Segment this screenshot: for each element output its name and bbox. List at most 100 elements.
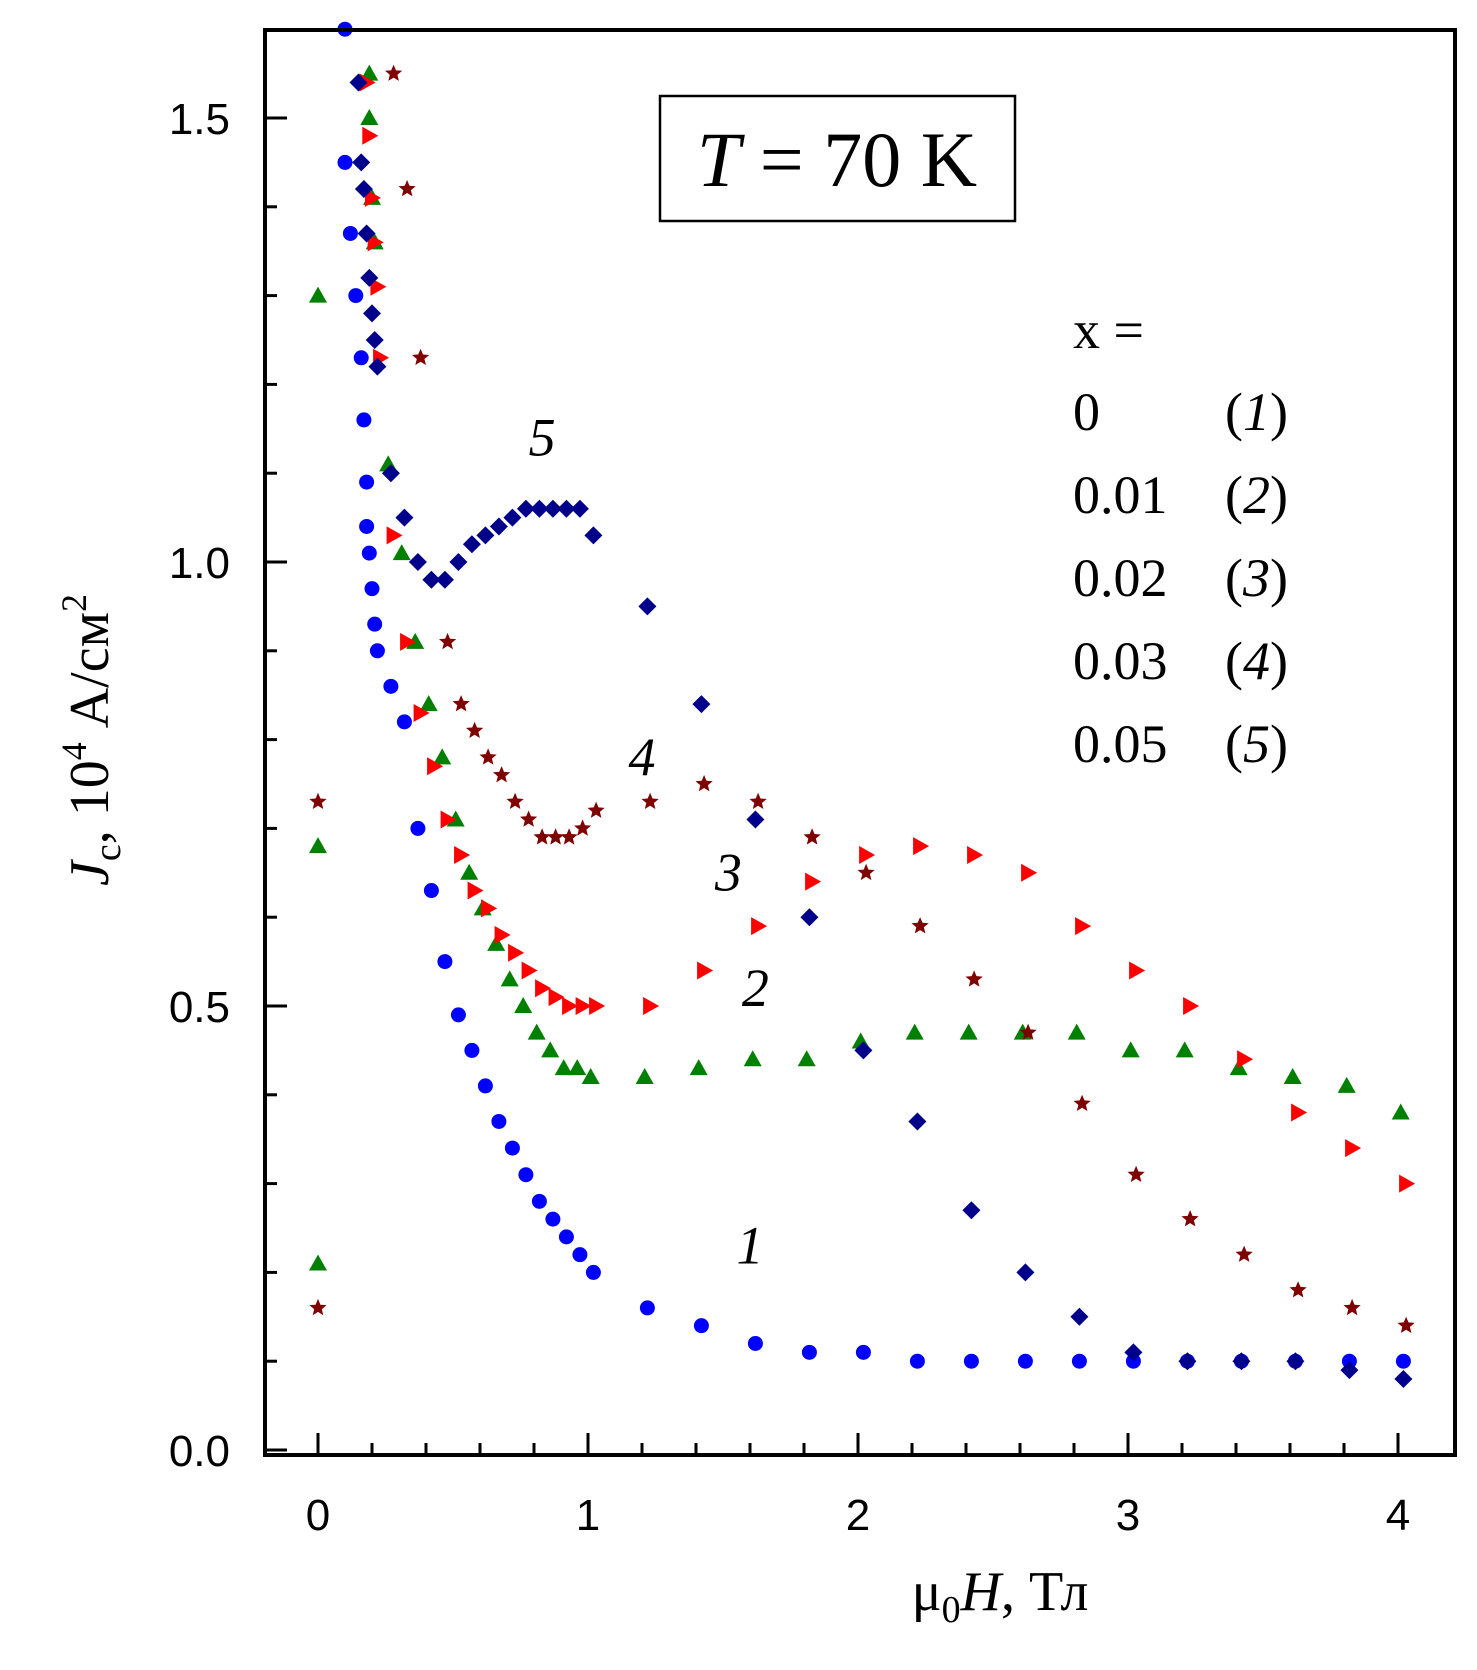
series-3-point xyxy=(1237,1050,1254,1069)
series-4-point xyxy=(309,792,327,809)
series-1-point xyxy=(396,714,412,730)
legend-curve-number: (4) xyxy=(1225,631,1288,691)
series-1-point xyxy=(410,820,426,836)
series-4-point xyxy=(309,1298,327,1316)
data-markers xyxy=(309,21,1416,1388)
series-3-point xyxy=(370,277,387,296)
series-4-point xyxy=(439,632,457,650)
x-tick-label: 3 xyxy=(1116,1491,1140,1540)
curve-label-5: 5 xyxy=(529,407,556,467)
series-2-point xyxy=(527,1023,546,1040)
series-1-point xyxy=(572,1247,588,1263)
series-2-point xyxy=(689,1059,708,1076)
series-5 xyxy=(349,73,1413,1388)
curve-label-3: 3 xyxy=(714,843,742,903)
series-2-point xyxy=(392,544,411,561)
series-5-point xyxy=(557,499,576,518)
series-5-point xyxy=(476,526,495,545)
series-1-point xyxy=(477,1078,493,1094)
series-4-point xyxy=(385,64,403,81)
series-3-point xyxy=(535,979,552,998)
series-3-point xyxy=(575,997,592,1015)
series-3-point xyxy=(494,925,511,944)
legend-entry: 0 (1) xyxy=(1073,382,1288,442)
legend-header: x = xyxy=(1073,300,1144,360)
legend: x = 0 (1) 0.01 (2) 0.02 (3) 0.03 (4) 0.05 (5) xyxy=(1073,300,1288,774)
series-1-point xyxy=(693,1318,709,1334)
x-axis-label: μ0H, Тл xyxy=(912,1561,1089,1631)
legend-entries: 0 (1) 0.01 (2) 0.02 (3) 0.03 (4) 0.05 (5) xyxy=(1073,382,1288,774)
series-3-point xyxy=(589,997,606,1015)
series-3-point xyxy=(697,961,714,980)
series-1-point xyxy=(558,1229,574,1245)
series-1-point xyxy=(1017,1353,1033,1369)
series-4-point xyxy=(466,721,484,738)
series-4-point xyxy=(911,917,929,934)
series-4-point xyxy=(1073,1094,1091,1111)
series-3-point xyxy=(548,988,565,1007)
series-4-point xyxy=(695,775,713,792)
series-3-point xyxy=(562,997,579,1015)
series-3-point xyxy=(1345,1139,1362,1158)
series-2-point xyxy=(635,1068,654,1085)
annotation-text: T = 70 K xyxy=(697,116,977,203)
temperature-annotation: T = 70 K xyxy=(658,94,1017,223)
series-2-point xyxy=(743,1050,762,1067)
series-5-point xyxy=(638,597,657,616)
curve-label-2: 2 xyxy=(742,958,769,1018)
series-1-point xyxy=(383,678,399,694)
series-5-point xyxy=(1232,1352,1251,1371)
series-5-point xyxy=(1286,1352,1305,1371)
legend-entry: 0.01 (2) xyxy=(1073,465,1288,525)
series-4-point xyxy=(452,695,470,712)
series-3-point xyxy=(643,997,660,1015)
series-5-point xyxy=(1394,1369,1413,1388)
legend-value: 0.02 xyxy=(1073,548,1168,608)
series-5-point xyxy=(363,304,381,323)
series-1-point xyxy=(1395,1353,1411,1369)
series-5-point xyxy=(365,331,384,349)
series-4-point xyxy=(520,810,538,827)
series-2-point xyxy=(1283,1068,1302,1085)
series-2-point xyxy=(360,109,379,125)
series-4-point xyxy=(398,180,416,197)
series-2-point xyxy=(1175,1041,1194,1058)
series-1-point xyxy=(337,154,353,170)
legend-curve-number: (2) xyxy=(1225,465,1288,525)
series-2-point xyxy=(1067,1023,1086,1040)
x-tick-label: 1 xyxy=(576,1491,600,1540)
series-5-point xyxy=(352,153,371,172)
series-1-point xyxy=(518,1167,534,1183)
x-tick-label: 4 xyxy=(1386,1491,1410,1540)
y-axis-label: Jc, 104 А/см2 xyxy=(54,594,129,886)
series-5-point xyxy=(1340,1361,1359,1380)
legend-value: 0 xyxy=(1073,382,1100,442)
series-4-point xyxy=(965,970,983,987)
series-4-point xyxy=(1235,1245,1253,1262)
series-4-point xyxy=(803,828,821,845)
series-4-point xyxy=(547,828,565,845)
series-5-point xyxy=(800,908,819,927)
series-3-point xyxy=(805,872,822,891)
series-5-point xyxy=(746,810,765,829)
legend-curve-number: (3) xyxy=(1225,548,1288,608)
y-tick-label: 0.0 xyxy=(169,1427,230,1476)
series-5-point xyxy=(422,570,441,589)
series-3-point xyxy=(367,233,384,252)
series-2-point xyxy=(568,1059,587,1076)
series-2-point xyxy=(1337,1076,1356,1093)
x-tick-label: 0 xyxy=(306,1491,330,1540)
series-5-point xyxy=(435,570,454,589)
series-5-point xyxy=(354,180,373,199)
y-tick-label: 0.5 xyxy=(169,983,230,1032)
series-3-point xyxy=(1129,961,1146,980)
curve-label-4: 4 xyxy=(629,727,656,787)
series-2-point xyxy=(419,695,438,712)
series-1-point xyxy=(359,474,375,490)
series-5-point xyxy=(1178,1352,1197,1371)
series-1-point xyxy=(545,1211,561,1227)
legend-entry: 0.02 (3) xyxy=(1073,548,1288,608)
series-5-point xyxy=(381,464,400,483)
series-1-point xyxy=(367,616,383,632)
curve-label-1: 1 xyxy=(737,1216,764,1276)
